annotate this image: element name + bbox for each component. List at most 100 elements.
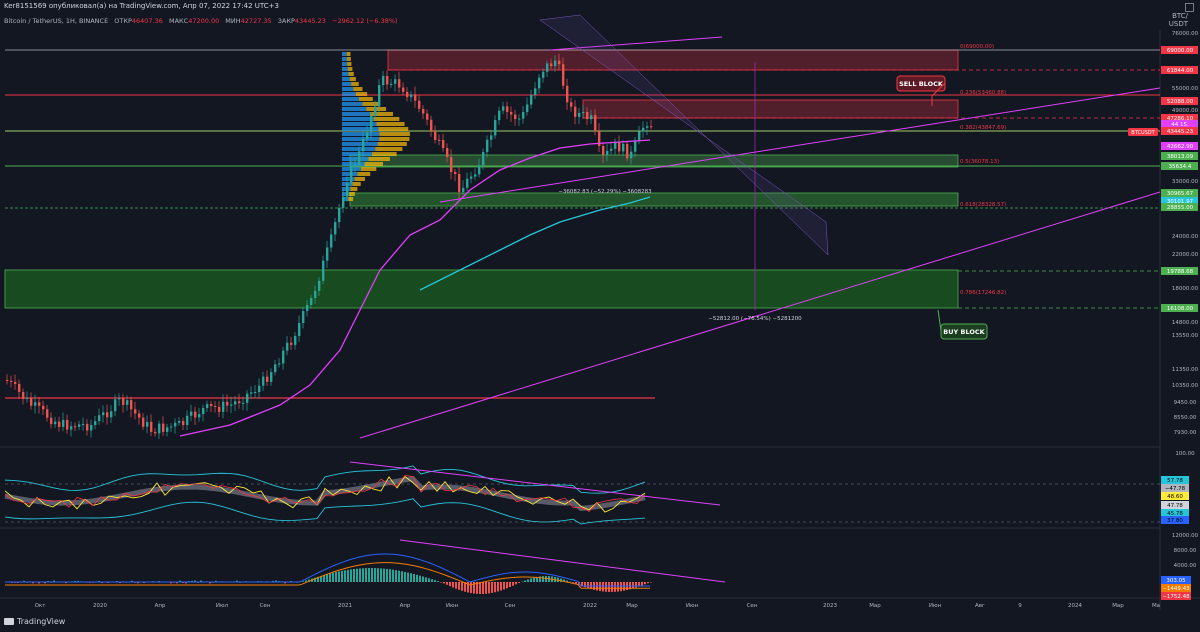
candle-body: [174, 422, 177, 427]
macd-bar: [170, 582, 172, 584]
price-badge: 44 15.: [1161, 120, 1198, 128]
candle-body: [130, 400, 133, 410]
price-badge: 30965.67: [1161, 189, 1198, 197]
candle-body: [74, 426, 77, 428]
candle-body: [418, 100, 421, 109]
candle-body: [586, 112, 589, 120]
macd-bar: [308, 579, 310, 582]
fib-label: 0.5(36078.13): [960, 159, 999, 165]
svg-text:61844.00: 61844.00: [1167, 68, 1194, 74]
macd-tick: 8000.00: [1174, 548, 1197, 554]
candle-body: [210, 403, 213, 406]
price-badge: 28855.00: [1161, 203, 1198, 211]
volume-profile-bar: [342, 87, 354, 91]
candle-body: [442, 140, 445, 149]
candle-body: [158, 423, 161, 434]
time-tick: Авг: [975, 603, 985, 609]
fib-labels: 0(69000.00) 0.236(53460.88) 0.382(43847.69…: [960, 44, 1006, 296]
macd-bar: [401, 571, 403, 582]
candle-body: [378, 85, 381, 107]
volume-profile-bar: [350, 187, 358, 191]
volume-profile-bar: [379, 137, 410, 141]
macd-histogram: [5, 568, 652, 594]
macd-bar: [494, 582, 496, 593]
svg-text:303.05: 303.05: [1166, 578, 1186, 584]
price-tick: 18000.00: [1172, 286, 1199, 292]
volume-profile-bar: [342, 77, 350, 81]
volume-profile-bar: [372, 152, 397, 156]
rsi-band-upper: [4, 465, 646, 494]
candle-body: [298, 323, 301, 336]
candle-body: [338, 207, 341, 223]
candle-body: [506, 106, 509, 112]
svg-text:52088.00: 52088.00: [1167, 99, 1194, 105]
candle-body: [426, 113, 429, 120]
macd-bar: [560, 578, 562, 582]
sell-zone-mid: [582, 99, 959, 119]
macd-bar: [647, 582, 649, 584]
macd-bar: [389, 569, 391, 582]
candle-body: [550, 63, 553, 67]
time-tick: Сен: [747, 603, 758, 609]
price-badge: 52088.00: [1161, 97, 1198, 105]
buy-zone: [4, 269, 959, 309]
currency-line1: BTC/: [1172, 12, 1188, 20]
candle-body: [290, 342, 293, 345]
volume-profile-bar: [347, 67, 353, 71]
macd-bar: [215, 580, 217, 582]
candle-body: [306, 305, 309, 312]
volume-profile-bar: [376, 122, 405, 126]
macd-bar: [617, 582, 619, 592]
fullscreen-icon[interactable]: [1185, 3, 1194, 12]
candle-body: [558, 60, 561, 65]
time-tick: Окт: [35, 603, 47, 609]
symbol-name[interactable]: Bitcoin / TetherUS, 1Н, BINANCE: [4, 17, 109, 25]
macd-bar: [461, 582, 463, 591]
candle-body: [466, 178, 469, 188]
candle-body: [402, 87, 405, 92]
change-value: −2962.12 (−6.38%): [332, 17, 398, 25]
candle-body: [322, 260, 325, 281]
macd-bar: [536, 576, 538, 582]
currency-label[interactable]: BTC/ USDT: [1169, 12, 1188, 28]
volume-profile-bar: [342, 192, 350, 196]
symbol-tag-text: BTCUSDT: [1131, 130, 1155, 136]
candle-body: [234, 401, 237, 405]
macd-bar: [302, 581, 304, 582]
candle-body: [446, 148, 449, 158]
candle-body: [606, 150, 609, 155]
sell-zone-top: [387, 49, 959, 71]
candle-body: [542, 71, 545, 78]
candle-body: [650, 126, 653, 128]
candle-body: [634, 141, 637, 152]
candle-body: [26, 397, 29, 399]
macd-bar: [641, 582, 643, 586]
candle-body: [614, 141, 617, 149]
macd-bar: [491, 582, 493, 593]
candle-body: [110, 411, 113, 418]
macd-bar: [341, 570, 343, 582]
price-tick: 22000.00: [1172, 252, 1199, 258]
candle-body: [154, 431, 157, 434]
macd-bar: [395, 570, 397, 582]
macd-bar: [332, 572, 334, 582]
volume-profile-bar: [342, 152, 373, 156]
candle-body: [310, 297, 313, 306]
macd-bar: [200, 580, 202, 582]
volume-profile-bar: [342, 117, 374, 121]
tradingview-logo[interactable]: TradingView: [4, 617, 65, 626]
macd-bar: [506, 582, 508, 589]
macd-bar: [407, 572, 409, 582]
candle-body: [410, 94, 413, 98]
candle-body: [314, 290, 317, 298]
candle-body: [18, 383, 21, 392]
price-badge: 38013.09: [1161, 152, 1198, 160]
volume-profile-bar: [358, 97, 373, 101]
candle-body: [34, 402, 37, 406]
price-tick: 10350.00: [1172, 383, 1199, 389]
macd-bar: [44, 582, 46, 584]
candle-body: [258, 385, 261, 393]
macd-bar: [185, 582, 187, 584]
time-tick: 2022: [583, 603, 597, 609]
